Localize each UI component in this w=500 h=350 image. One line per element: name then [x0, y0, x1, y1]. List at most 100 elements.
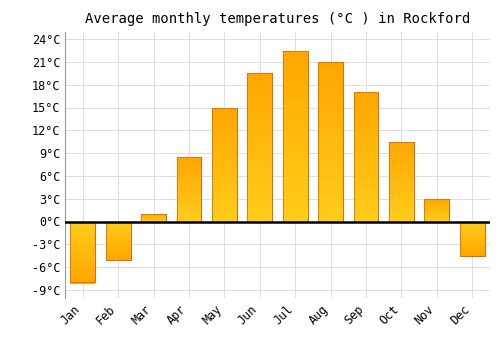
Bar [248, 201, 272, 204]
Bar [212, 130, 237, 133]
Bar [248, 121, 272, 124]
Bar [318, 62, 343, 222]
Bar [106, 252, 130, 253]
Bar [283, 88, 308, 92]
Bar [354, 216, 378, 219]
Bar [354, 167, 378, 170]
Bar [212, 151, 237, 153]
Bar [318, 75, 343, 78]
Bar [248, 195, 272, 198]
Bar [106, 223, 130, 224]
Bar [70, 276, 95, 278]
Bar [460, 230, 484, 231]
Bar [176, 194, 202, 196]
Bar [389, 218, 414, 220]
Bar [424, 215, 450, 216]
Bar [70, 266, 95, 268]
Bar [318, 199, 343, 202]
Bar [212, 121, 237, 124]
Bar [176, 157, 202, 158]
Bar [106, 238, 130, 239]
Bar [248, 153, 272, 156]
Bar [318, 218, 343, 222]
Bar [70, 253, 95, 254]
Bar [176, 161, 202, 162]
Bar [460, 249, 484, 250]
Bar [106, 237, 130, 238]
Bar [318, 139, 343, 142]
Bar [283, 64, 308, 68]
Bar [460, 248, 484, 249]
Bar [176, 215, 202, 216]
Bar [248, 85, 272, 88]
Bar [106, 235, 130, 236]
Bar [424, 206, 450, 207]
Bar [70, 225, 95, 226]
Bar [176, 203, 202, 205]
Bar [70, 231, 95, 232]
Bar [106, 257, 130, 258]
Bar [424, 201, 450, 202]
Bar [424, 213, 450, 214]
Bar [212, 174, 237, 176]
Bar [176, 193, 202, 194]
Bar [389, 188, 414, 190]
Bar [70, 222, 95, 282]
Bar [212, 176, 237, 178]
Bar [141, 214, 166, 222]
Bar [389, 166, 414, 167]
Bar [354, 95, 378, 97]
Bar [318, 84, 343, 88]
Bar [424, 214, 450, 215]
Bar [176, 212, 202, 214]
Bar [424, 209, 450, 210]
Bar [248, 115, 272, 118]
Bar [176, 218, 202, 219]
Bar [70, 252, 95, 253]
Bar [70, 278, 95, 279]
Bar [283, 116, 308, 119]
Bar [176, 219, 202, 220]
Bar [354, 105, 378, 108]
Bar [70, 241, 95, 242]
Bar [248, 162, 272, 165]
Bar [212, 187, 237, 190]
Bar [424, 216, 450, 217]
Bar [176, 185, 202, 187]
Bar [354, 141, 378, 144]
Bar [318, 91, 343, 94]
Bar [460, 237, 484, 238]
Bar [389, 143, 414, 145]
Bar [283, 143, 308, 146]
Bar [212, 169, 237, 171]
Bar [389, 170, 414, 172]
Bar [389, 175, 414, 177]
Bar [70, 246, 95, 247]
Bar [354, 183, 378, 185]
Bar [248, 177, 272, 180]
Bar [460, 229, 484, 230]
Bar [212, 201, 237, 203]
Bar [212, 114, 237, 117]
Bar [354, 123, 378, 126]
Bar [212, 164, 237, 167]
Bar [176, 190, 202, 192]
Bar [248, 183, 272, 186]
Bar [460, 222, 484, 256]
Bar [283, 139, 308, 143]
Bar [176, 174, 202, 175]
Bar [248, 150, 272, 153]
Bar [176, 197, 202, 198]
Bar [424, 199, 450, 222]
Bar [106, 258, 130, 259]
Bar [318, 148, 343, 151]
Bar [106, 251, 130, 252]
Bar [176, 163, 202, 164]
Bar [318, 126, 343, 129]
Bar [248, 133, 272, 135]
Bar [389, 190, 414, 191]
Bar [318, 145, 343, 148]
Bar [283, 126, 308, 129]
Bar [354, 136, 378, 139]
Bar [70, 224, 95, 225]
